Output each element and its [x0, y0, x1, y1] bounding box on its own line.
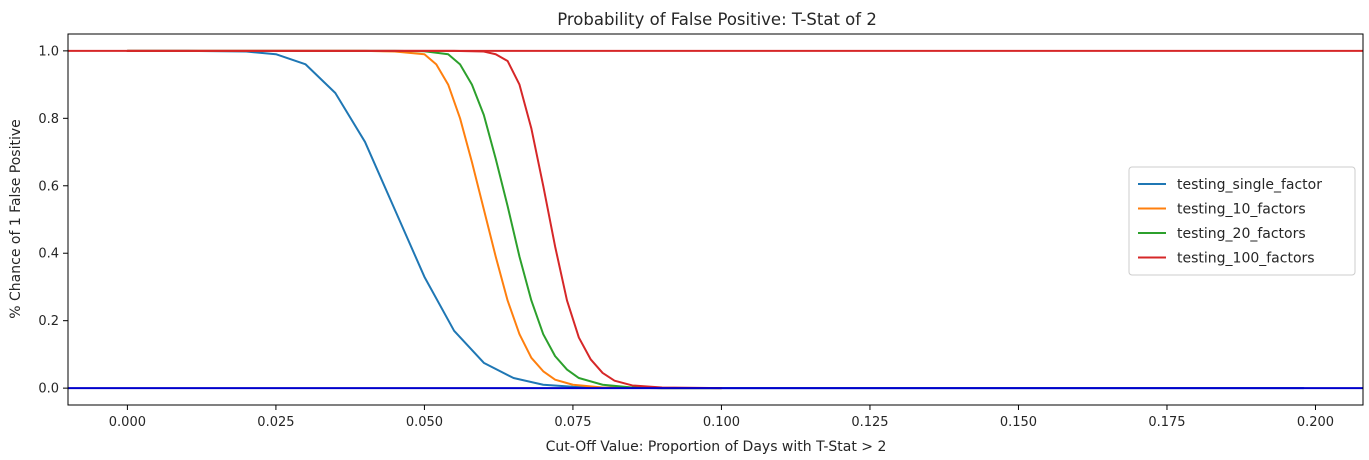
x-tick-label: 0.050: [406, 415, 443, 430]
legend-box: [1128, 166, 1356, 276]
series-line-testing-single-factor: [126, 49, 1305, 390]
y-tick-label: 1.0: [38, 44, 59, 59]
y-tick-label: 0.6: [38, 179, 59, 194]
x-tick-label: 0.125: [851, 415, 888, 430]
legend-label: testing_single_factor: [1177, 177, 1322, 193]
series-line-testing-20-factors: [126, 49, 723, 390]
y-axis: 0.0 0.2 0.4 0.6 0.8 1.0: [38, 44, 68, 397]
legend-label: testing_10_factors: [1177, 202, 1306, 218]
x-axis: 0.000 0.025 0.050 0.075 0.100 0.125 0.150 0.175…: [109, 405, 1334, 430]
series-line-testing-100-factors: [126, 49, 723, 390]
y-tick-label: 0.4: [38, 247, 59, 262]
series-line-testing-10-factors: [126, 49, 723, 390]
legend-label: testing_100_factors: [1177, 251, 1315, 267]
x-tick-label: 0.150: [1000, 415, 1037, 430]
y-tick-label: 0.8: [38, 112, 59, 127]
y-axis-label: % Chance of 1 False Positive: [8, 119, 24, 318]
x-tick-label: 0.200: [1297, 415, 1334, 430]
x-tick-label: 0.175: [1148, 415, 1185, 430]
legend-label: testing_20_factors: [1177, 226, 1306, 242]
x-tick-label: 0.000: [109, 415, 146, 430]
x-tick-label: 0.100: [703, 415, 740, 430]
x-axis-label: Cut-Off Value: Proportion of Days with T…: [546, 439, 887, 455]
axes-frame: [67, 33, 1364, 406]
chart-title: Probability of False Positive: T-Stat of…: [557, 10, 877, 29]
plot-area: [67, 33, 1364, 406]
y-tick-label: 0.2: [38, 314, 59, 329]
y-tick-label: 0.0: [38, 382, 59, 397]
x-tick-label: 0.075: [554, 415, 591, 430]
legend: testing_single_factor testing_10_factorst…: [1128, 166, 1356, 276]
x-tick-label: 0.025: [257, 415, 294, 430]
